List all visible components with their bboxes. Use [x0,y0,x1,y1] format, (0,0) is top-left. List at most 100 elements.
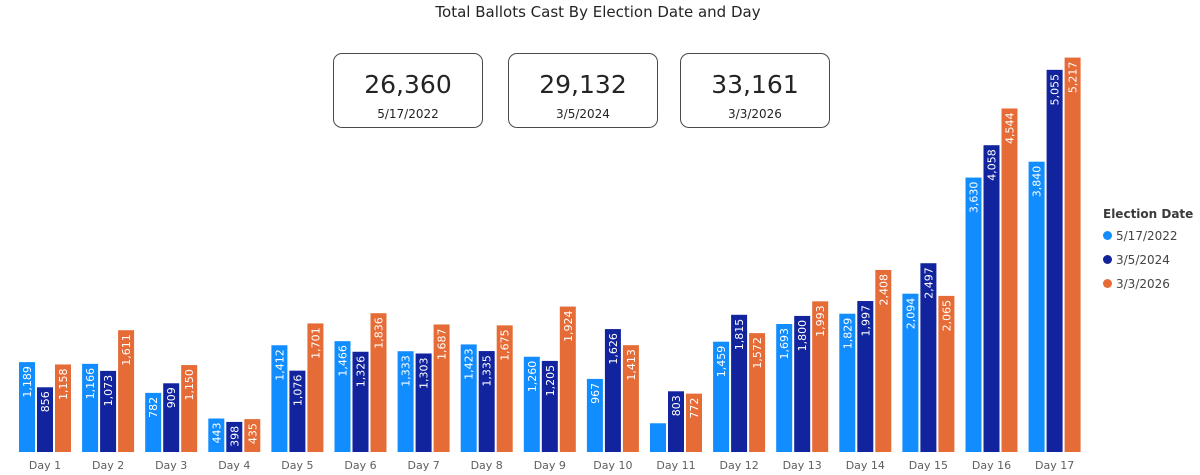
bar[interactable] [271,345,288,452]
x-tick-label: Day 5 [281,459,313,472]
bar[interactable] [163,383,180,452]
data-label: 1,073 [102,375,115,407]
bar[interactable] [839,313,856,452]
legend-item-2022[interactable]: 5/17/2022 [1103,228,1193,252]
bar[interactable] [1046,69,1063,452]
bar[interactable] [1028,161,1045,453]
legend-marker [1103,279,1112,288]
legend-item-2024[interactable]: 3/5/2024 [1103,252,1193,276]
data-label: 2,408 [877,274,890,306]
data-label: 1,150 [183,369,196,401]
x-tick-label: Day 2 [92,459,124,472]
data-label: 782 [147,397,160,418]
card-value: 29,132 [539,70,627,99]
bar[interactable] [145,392,162,452]
bar[interactable] [983,145,1000,452]
bar[interactable] [902,293,919,452]
bar[interactable] [559,306,576,452]
data-label: 1,158 [57,368,70,400]
bar[interactable] [749,333,766,452]
legend-label: 3/3/2026 [1116,277,1170,291]
data-label: 1,076 [291,375,304,407]
bar[interactable] [523,356,540,452]
data-label: 398 [228,426,241,447]
bar[interactable] [370,313,387,452]
bar[interactable] [1064,57,1081,453]
bar[interactable] [713,341,730,452]
bar[interactable] [100,370,117,452]
x-tick-label: Day 8 [471,459,503,472]
data-label: 1,303 [418,357,431,389]
bar[interactable] [776,324,793,452]
data-label: 1,693 [778,328,791,360]
legend-label: 3/5/2024 [1116,253,1170,267]
x-tick-label: Day 3 [155,459,187,472]
bar[interactable] [208,418,225,452]
data-label: 1,829 [841,318,854,350]
data-label: 1,335 [481,355,494,387]
data-label: 1,800 [796,320,809,352]
bar[interactable] [226,421,243,452]
bar[interactable] [289,370,306,452]
bar[interactable] [55,364,71,452]
bar[interactable] [622,345,639,452]
bar[interactable] [307,323,324,452]
bar[interactable] [857,301,874,452]
bar[interactable] [965,177,982,452]
bar[interactable] [460,344,477,452]
bar[interactable] [668,391,684,452]
bar[interactable] [731,314,748,452]
bar[interactable] [812,301,829,452]
data-label: 1,326 [355,356,368,388]
chart-title: Total Ballots Cast By Election Date and … [435,3,761,21]
bar[interactable] [586,378,603,452]
x-tick-label: Day 6 [344,459,376,472]
bar[interactable] [604,329,621,452]
card-label: 3/3/2026 [728,107,782,121]
bar[interactable] [938,295,955,452]
data-label: 4,058 [986,149,999,181]
bar[interactable] [397,351,414,452]
legend-item-2026[interactable]: 3/3/2026 [1103,276,1193,300]
data-label: 1,626 [607,333,620,365]
bar[interactable] [686,393,702,452]
bar[interactable] [1001,108,1018,452]
data-label: 909 [165,387,178,408]
data-label: 1,205 [544,365,557,397]
data-label: 1,423 [463,348,476,380]
data-label: 1,687 [436,328,449,360]
data-label: 1,572 [751,337,764,369]
x-tick-label: Day 16 [972,459,1011,472]
x-tick-label: Day 14 [846,459,885,472]
data-label: 1,166 [84,368,97,400]
bar[interactable] [875,269,892,452]
data-label: 1,459 [715,346,728,378]
data-label: 1,924 [562,311,575,343]
bar[interactable] [19,362,35,452]
x-tick-label: Day 9 [534,459,566,472]
bar[interactable] [433,324,450,452]
total-card-2024: 29,132 3/5/2024 [508,53,658,128]
bar[interactable] [181,365,198,452]
bar[interactable] [541,360,558,452]
bar[interactable] [496,325,513,452]
x-tick-label: Day 10 [593,459,632,472]
data-label: 2,094 [904,298,917,330]
legend-title: Election Date [1103,207,1194,221]
bar[interactable] [244,419,261,452]
bar[interactable] [118,330,135,452]
bar[interactable] [478,351,495,452]
bar[interactable] [334,341,351,452]
bar[interactable] [82,363,99,452]
bar[interactable] [37,387,53,452]
bar[interactable] [352,351,369,452]
card-value: 33,161 [711,70,799,99]
legend-marker [1103,231,1112,240]
bar[interactable] [920,263,937,452]
bar[interactable] [650,423,666,452]
bar[interactable] [794,315,811,452]
bar[interactable] [415,353,432,452]
x-tick-label: Day 11 [656,459,695,472]
data-label: 435 [246,423,259,444]
